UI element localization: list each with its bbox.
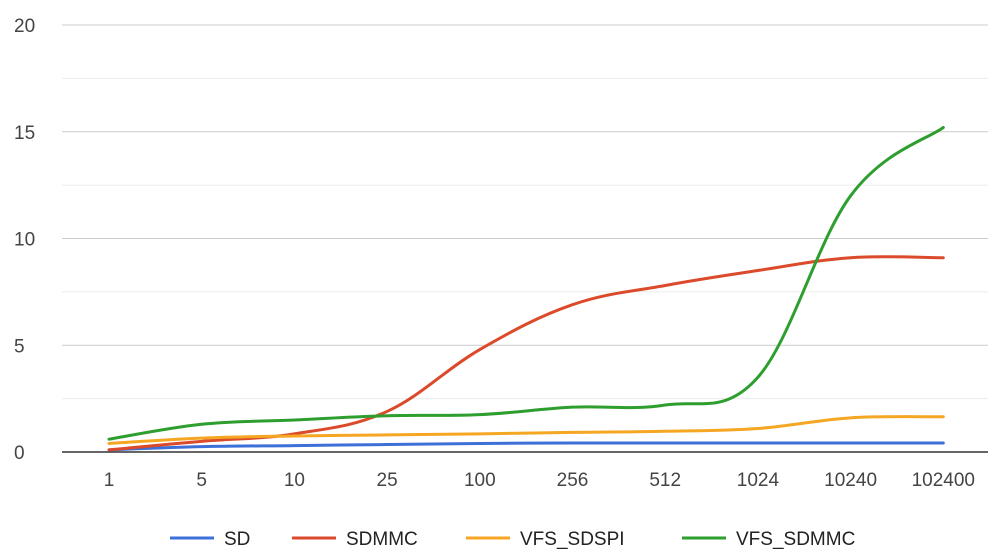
y-tick-label: 15 [14, 123, 35, 144]
legend-label: SDMMC [346, 529, 418, 550]
x-tick-label: 10240 [824, 470, 877, 491]
series-line-vfs-sdspi [107, 415, 945, 445]
legend: SD SDMMC VFS_SDSPI VFS_SDMMC [170, 529, 855, 550]
y-tick-label: 10 [14, 230, 35, 251]
x-tick-label: 5 [196, 470, 207, 491]
x-tick-label: 100 [464, 470, 496, 491]
y-tick-label: 0 [14, 443, 25, 464]
gridlines [62, 24, 988, 400]
legend-label: VFS_SDMMC [736, 529, 855, 550]
x-tick-label: 512 [649, 470, 681, 491]
y-axis-ticks: 0 5 10 15 20 [14, 16, 35, 464]
series-lines [107, 125, 945, 452]
x-tick-label: 10 [284, 470, 305, 491]
y-tick-label: 20 [14, 16, 35, 37]
legend-label: SD [224, 529, 250, 550]
y-tick-label: 5 [14, 336, 25, 357]
x-tick-label: 102400 [912, 470, 975, 491]
series-line-sdmmc [107, 255, 945, 452]
x-tick-label: 1 [104, 470, 115, 491]
series-line-vfs-sdmmc [107, 125, 945, 441]
series-line-sd [107, 441, 945, 452]
x-tick-label: 256 [557, 470, 589, 491]
x-tick-label: 1024 [737, 470, 780, 491]
x-tick-label: 25 [377, 470, 398, 491]
legend-label: VFS_SDSPI [520, 529, 625, 550]
x-axis-ticks: 1 5 10 25 100 256 512 1024 10240 102400 [104, 470, 975, 491]
